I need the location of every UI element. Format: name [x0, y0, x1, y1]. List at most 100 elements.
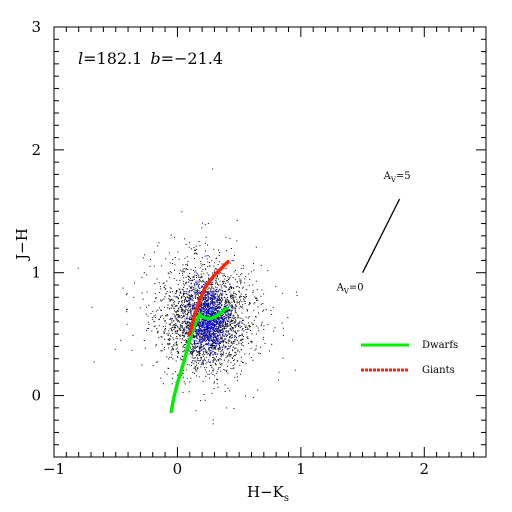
scatter-point [222, 275, 224, 277]
scatter-point [234, 355, 236, 357]
scatter-point [225, 290, 227, 292]
scatter-point [206, 353, 208, 355]
scatter-point [207, 353, 209, 355]
scatter-point [193, 305, 195, 307]
scatter-point [197, 284, 199, 286]
scatter-point [218, 335, 220, 337]
scatter-point [216, 300, 218, 302]
scatter-point [173, 348, 175, 350]
scatter-point [213, 265, 215, 267]
scatter-point [200, 364, 202, 365]
scatter-point [176, 344, 178, 345]
scatter-point [191, 350, 192, 352]
scatter-point [202, 334, 204, 336]
scatter-point [211, 333, 213, 335]
scatter-point [201, 302, 202, 304]
scatter-point [265, 308, 267, 310]
scatter-point [172, 373, 174, 375]
scatter-point [248, 304, 250, 306]
scatter-point [240, 282, 242, 283]
scatter-point [169, 307, 171, 309]
scatter-point [252, 291, 254, 293]
scatter-point [231, 301, 233, 303]
scatter-point [146, 328, 148, 330]
scatter-point [212, 345, 214, 347]
scatter-point [194, 327, 196, 329]
scatter-point [246, 296, 247, 297]
scatter-point [234, 255, 235, 256]
scatter-point [224, 297, 226, 299]
scatter-point [203, 298, 204, 299]
scatter-point [228, 301, 230, 303]
scatter-point [212, 308, 214, 310]
scatter-point [234, 327, 236, 329]
scatter-point [179, 325, 181, 327]
scatter-point [239, 320, 241, 322]
scatter-point [185, 323, 187, 325]
scatter-point [226, 369, 228, 371]
scatter-point [202, 279, 204, 281]
scatter-point [272, 306, 274, 308]
scatter-point [241, 370, 242, 372]
scatter-point [227, 318, 229, 319]
scatter-point [175, 305, 177, 307]
scatter-point [206, 305, 208, 307]
scatter-point [189, 324, 191, 326]
scatter-point [209, 322, 211, 324]
scatter-point [207, 323, 209, 325]
scatter-point [194, 306, 196, 308]
scatter-point [171, 305, 173, 307]
scatter-point [216, 328, 218, 330]
scatter-point [239, 278, 241, 280]
scatter-point [175, 324, 177, 326]
scatter-point [205, 307, 207, 308]
scatter-point [212, 341, 213, 343]
scatter-point [228, 355, 230, 357]
scatter-point [221, 304, 223, 306]
scatter-point [217, 296, 219, 298]
scatter-point [183, 320, 185, 322]
scatter-point [186, 322, 188, 324]
scatter-point [177, 321, 179, 323]
scatter-point [222, 340, 224, 342]
scatter-point [186, 318, 188, 320]
scatter-point [232, 328, 234, 330]
scatter-point [198, 347, 200, 349]
scatter-point [192, 354, 194, 356]
scatter-point [181, 296, 183, 298]
scatter-point [216, 383, 218, 385]
scatter-point [190, 287, 192, 289]
scatter-point [189, 273, 191, 275]
scatter-point [184, 298, 186, 300]
scatter-point [158, 319, 160, 320]
scatter-point [208, 347, 210, 349]
scatter-point [227, 281, 229, 283]
scatter-point [228, 333, 230, 335]
scatter-point [212, 328, 214, 329]
scatter-point [214, 351, 216, 353]
scatter-point [114, 348, 116, 350]
scatter-point [165, 322, 167, 324]
scatter-point [155, 361, 157, 363]
scatter-point [199, 321, 201, 323]
scatter-point [199, 350, 201, 352]
scatter-point [215, 320, 217, 321]
scatter-point [273, 330, 275, 332]
scatter-point [220, 292, 221, 294]
scatter-point [211, 339, 213, 341]
scatter-point [208, 277, 210, 279]
scatter-point [203, 319, 205, 321]
scatter-point [174, 308, 176, 310]
scatter-point [195, 272, 197, 274]
scatter-point [217, 300, 219, 302]
scatter-point [186, 332, 187, 334]
scatter-point [222, 348, 223, 350]
scatter-point [176, 336, 178, 337]
scatter-point [217, 323, 218, 325]
scatter-point [203, 304, 205, 306]
scatter-point [244, 296, 246, 298]
scatter-point [186, 288, 188, 290]
scatter-point [160, 309, 162, 311]
scatter-point [224, 312, 226, 314]
scatter-point [162, 299, 164, 301]
